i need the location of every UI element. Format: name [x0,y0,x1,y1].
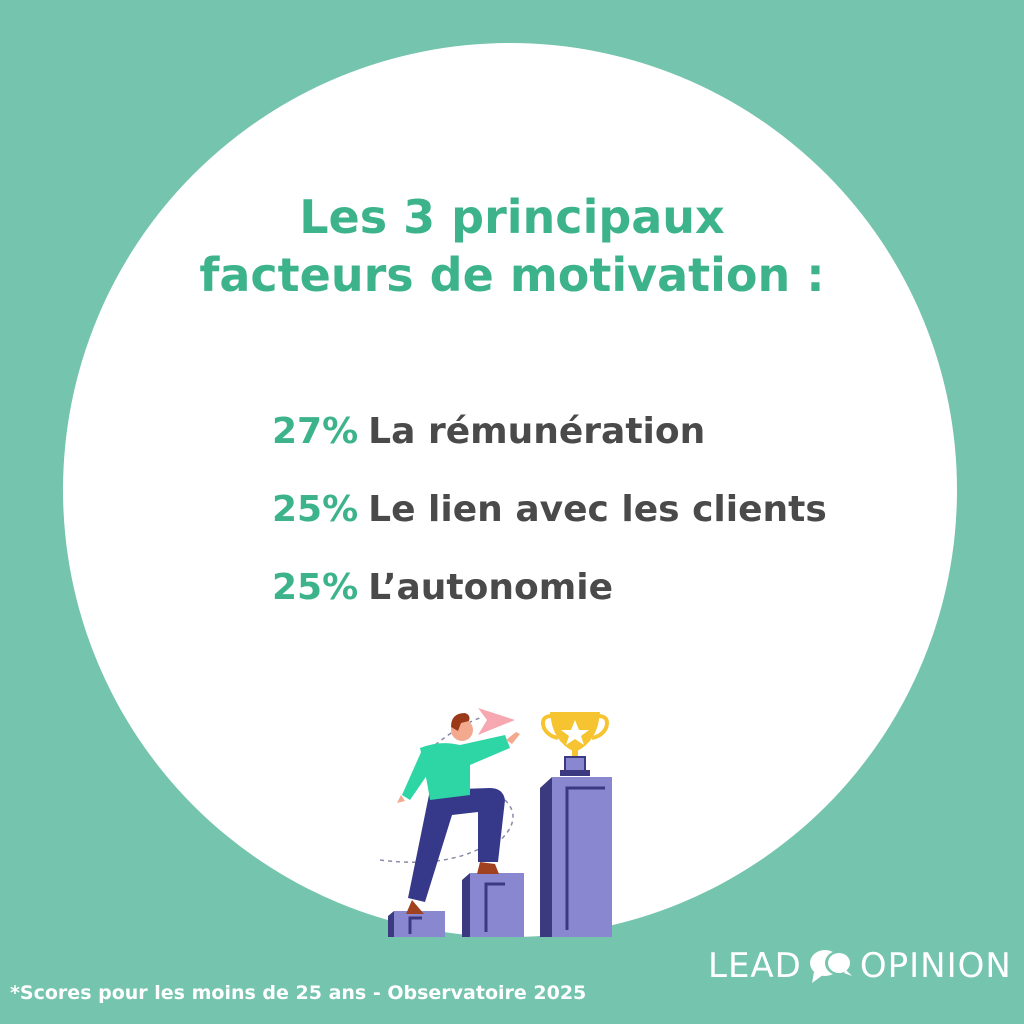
page-title: Les 3 principaux facteurs de motivation … [0,188,1024,304]
podium-tall [540,777,612,937]
person-climbing [397,713,520,914]
factor-list: 27% La rémunération 25% Le lien avec les c… [272,393,827,627]
factor-item: 25% Le lien avec les clients [272,471,827,549]
trophy-icon [541,712,609,776]
factor-percent: 27% [272,411,359,452]
lead-opinion-logo: LEAD OPINION [708,946,1012,986]
factor-label: L’autonomie [368,567,613,608]
logo-text-right: OPINION [859,946,1012,986]
factor-item: 25% L’autonomie [272,549,827,627]
logo-text-left: LEAD [708,946,802,986]
podium-small [388,911,445,937]
factor-label: Le lien avec les clients [368,489,827,530]
paper-plane-icon [478,708,515,735]
title-line-1: Les 3 principaux [299,190,725,244]
factor-percent: 25% [272,489,359,530]
footnote: *Scores pour les moins de 25 ans - Obser… [10,982,587,1004]
podium-mid [462,873,524,937]
factor-label: La rémunération [368,411,706,452]
speech-bubbles-icon [809,950,852,983]
factor-percent: 25% [272,567,359,608]
title-line-2: facteurs de motivation : [199,248,825,302]
factor-item: 27% La rémunération [272,393,827,471]
background-circle [63,43,957,937]
